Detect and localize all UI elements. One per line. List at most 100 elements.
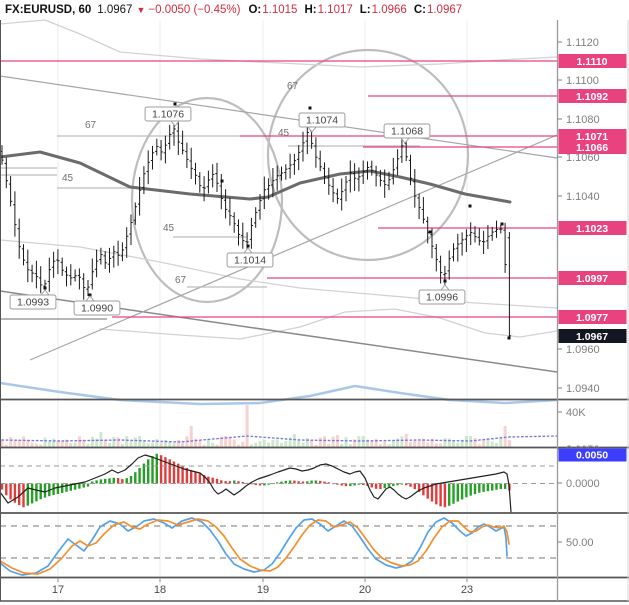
volume-bar [391, 440, 395, 447]
macd-histogram-bar [379, 483, 382, 490]
price-alert-badge [558, 140, 627, 154]
macd-histogram-bar [86, 483, 90, 487]
open-value: O:1.1015 [248, 3, 298, 16]
volume-bar [378, 444, 382, 447]
macd-histogram-bar [69, 483, 72, 491]
macd-histogram-bar [181, 465, 184, 484]
volume-bar [499, 438, 503, 447]
volume-bar [219, 436, 223, 447]
gann-label: 45 [278, 128, 290, 139]
time-axis-scale[interactable] [0, 578, 557, 601]
macd-histogram-bar [306, 481, 309, 484]
macd-histogram-bar [220, 480, 223, 484]
volume-bar [99, 432, 103, 447]
macd-histogram-bar [387, 483, 391, 487]
close-value: C:1.0967 [413, 3, 463, 16]
macd-histogram-bar [288, 480, 292, 484]
volume-bar [0, 439, 4, 447]
volume-bar [482, 439, 486, 447]
volume-bar [426, 442, 430, 447]
macd-histogram-bar [491, 483, 494, 491]
macd-histogram-bar [383, 483, 386, 489]
volume-bar [413, 440, 417, 447]
volume-bar [327, 443, 331, 447]
macd-histogram-bar [52, 483, 55, 496]
macd-histogram-bar [284, 480, 287, 484]
macd-histogram-bar [392, 483, 395, 486]
volume-bar [292, 434, 296, 447]
macd-histogram-bar [177, 463, 180, 484]
volume-bar [439, 443, 443, 447]
volume-bar [310, 439, 314, 447]
macd-histogram-bar [125, 478, 128, 484]
volume-bar [452, 440, 455, 447]
macd-histogram-bar [349, 483, 352, 487]
volume-bar [473, 438, 477, 447]
macd-histogram-bar [151, 456, 154, 484]
macd-histogram-bar [400, 483, 404, 485]
macd-histogram-bar [26, 483, 29, 506]
price-tick-label: 1.0940 [566, 383, 600, 395]
macd-histogram-bar [370, 483, 373, 488]
volume-bar [370, 441, 374, 447]
volume-bar [22, 436, 25, 447]
volume-bar [245, 405, 249, 447]
volume-bar [366, 439, 369, 447]
volume-bar [52, 438, 56, 447]
macd-value-badge [558, 448, 627, 462]
fib-circle [130, 96, 284, 304]
macd-histogram-bar [353, 483, 356, 486]
macd-histogram-bar [478, 483, 481, 493]
macd-histogram-bar [314, 480, 318, 484]
symbol-title[interactable]: FX:EURUSD, 60 [5, 3, 92, 16]
macd-histogram-bar [486, 483, 490, 492]
price-axis-scale[interactable] [558, 20, 629, 601]
macd-histogram-bar [409, 483, 412, 487]
macd-histogram-bar [241, 481, 244, 484]
time-axis-label: 23 [461, 584, 473, 596]
macd-histogram-bar [301, 481, 305, 484]
swing-dot [308, 106, 312, 110]
macd-histogram-bar [310, 480, 313, 484]
volume-bar [65, 439, 68, 447]
macd-histogram-bar [319, 480, 322, 484]
volume-bar [224, 436, 228, 447]
volume-bar [172, 442, 176, 447]
callout-pointer [399, 137, 411, 144]
ohlc-header: FX:EURUSD, 60 1.0967 ▼ −0.0050 (−0.45%) … [0, 0, 629, 19]
macd-histogram-bar [30, 483, 34, 504]
macd-histogram-bar [340, 483, 343, 486]
volume-bar [353, 439, 357, 447]
volume-bar [486, 438, 490, 447]
macd-histogram-bar [327, 482, 330, 484]
macd-histogram-bar [155, 453, 158, 484]
volume-bar [314, 444, 318, 447]
swing-dot [43, 286, 47, 290]
volume-bar [507, 440, 511, 447]
stoch-d-line [0, 518, 510, 575]
macd-histogram-bar [336, 483, 339, 485]
macd-histogram-bar [405, 483, 408, 486]
volume-bar [129, 441, 133, 447]
volume-bar [155, 439, 159, 447]
volume-bar [112, 437, 116, 447]
macd-histogram-bar [95, 480, 98, 484]
macd-histogram-bar [91, 481, 94, 484]
macd-histogram-bar [56, 483, 60, 495]
fib-circle [266, 48, 470, 262]
volume-bar [151, 442, 154, 447]
price-alert-badge-text: 1.1023 [576, 223, 608, 235]
interval-label: 60 [78, 3, 92, 16]
macd-histogram-bar [413, 483, 416, 490]
callout-text: 1.1074 [306, 115, 338, 127]
volume-bar [374, 438, 378, 447]
volume-bar [447, 438, 451, 447]
volume-bar [198, 440, 202, 447]
macd-tick-label: 0.0000 [566, 478, 600, 490]
price-alert-badge [558, 310, 627, 324]
volume-bar [323, 436, 326, 447]
macd-histogram-bar [344, 483, 348, 487]
macd-histogram-bar [9, 483, 12, 500]
volume-bar [400, 436, 404, 447]
